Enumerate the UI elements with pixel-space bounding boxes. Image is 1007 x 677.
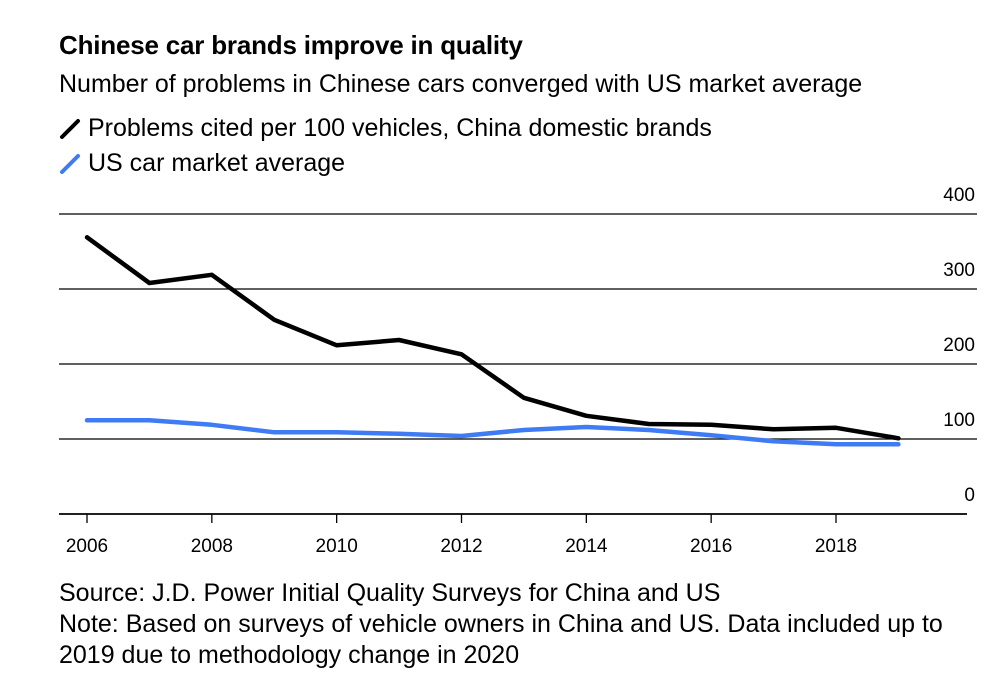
y-tick-label: 400 [943, 185, 975, 206]
chart-title: Chinese car brands improve in quality [59, 30, 523, 60]
chart-subtitle: Number of problems in Chinese cars conve… [59, 70, 863, 98]
methodology-note: Note: Based on surveys of vehicle owners… [59, 610, 943, 669]
x-tick-label: 2018 [815, 536, 857, 557]
legend-label-us: US car market average [88, 149, 346, 177]
x-tick-label: 2010 [316, 536, 358, 557]
y-tick-label: 0 [964, 485, 975, 506]
source-note: Source: J.D. Power Initial Quality Surve… [59, 579, 721, 607]
y-tick-label: 100 [943, 410, 975, 431]
legend-swatch-china [60, 118, 80, 139]
x-tick-label: 2014 [565, 536, 608, 557]
y-tick-label: 200 [943, 335, 975, 356]
legend-swatch-us [60, 153, 80, 174]
legend-label-china: Problems cited per 100 vehicles, China d… [88, 114, 712, 142]
legend-item-china: Problems cited per 100 vehicles, China d… [59, 114, 712, 143]
x-tick-label: 2008 [191, 536, 233, 557]
legend-item-us: US car market average [59, 149, 345, 178]
y-tick-label: 300 [943, 260, 975, 281]
x-tick-label: 2012 [440, 536, 482, 557]
x-tick-label: 2016 [690, 536, 732, 557]
series-line-us [84, 418, 901, 447]
series-line-china [84, 235, 901, 441]
x-tick-label: 2006 [66, 536, 108, 557]
